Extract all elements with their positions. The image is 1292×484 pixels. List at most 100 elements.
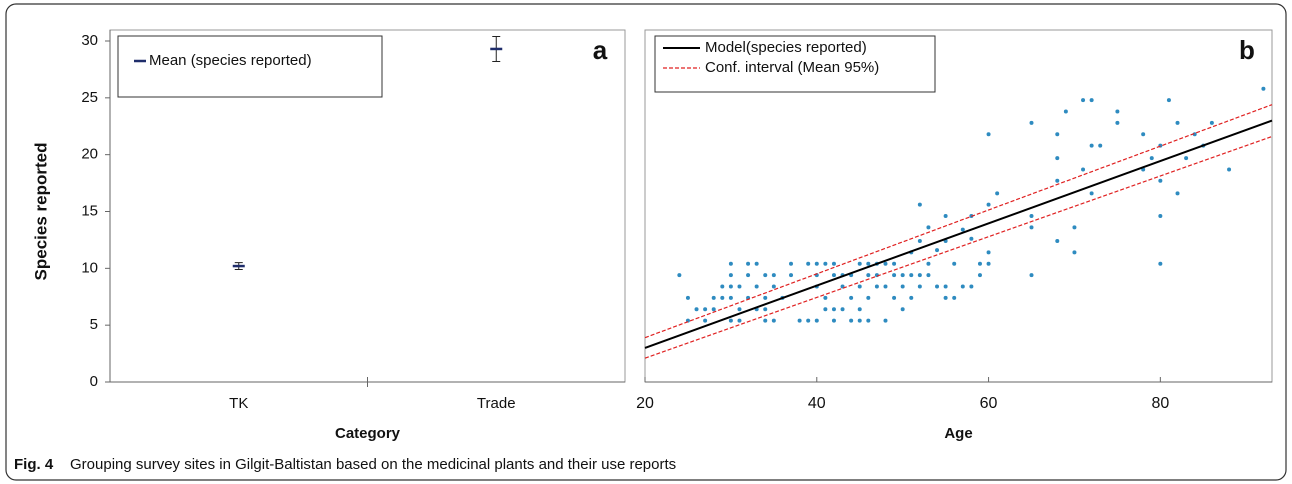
scatter-point (866, 295, 871, 300)
scatter-point (883, 318, 888, 323)
scatter-point (1055, 178, 1060, 183)
scatter-point (823, 295, 828, 300)
scatter-point (917, 239, 922, 244)
scatter-point (754, 284, 759, 289)
scatter-point (728, 284, 733, 289)
scatter-point (1089, 98, 1094, 103)
scatter-point (763, 307, 768, 312)
scatter-point (1209, 120, 1214, 125)
scatter-point (831, 261, 836, 266)
scatter-point (789, 273, 794, 278)
scatter-point (986, 132, 991, 137)
scatter-point (737, 284, 742, 289)
scatter-point (831, 307, 836, 312)
scatter-point (977, 261, 982, 266)
scatter-point (806, 261, 811, 266)
scatter-point (737, 307, 742, 312)
x-tick-label: 40 (808, 395, 826, 412)
scatter-point (703, 318, 708, 323)
scatter-point (892, 273, 897, 278)
scatter-point (926, 225, 931, 230)
scatter-point (1149, 156, 1154, 161)
scatter-point (831, 318, 836, 323)
scatter-point (728, 273, 733, 278)
x-tick-label: 20 (636, 395, 654, 412)
scatter-point (1158, 178, 1163, 183)
scatter-point (866, 318, 871, 323)
scatter-point (1227, 167, 1232, 172)
scatter-point (935, 248, 940, 253)
scatter-point (960, 227, 965, 232)
scatter-point (720, 295, 725, 300)
scatter-point (960, 284, 965, 289)
scatter-point (900, 273, 905, 278)
scatter-point (917, 284, 922, 289)
caption-label: Fig. 4 (14, 456, 54, 473)
x-axis-label: Category (335, 425, 401, 442)
scatter-point (969, 284, 974, 289)
scatter-point (926, 273, 931, 278)
scatter-point (1055, 156, 1060, 161)
scatter-point (771, 318, 776, 323)
legend-label: Model(species reported) (705, 39, 867, 56)
scatter-point (1029, 214, 1034, 219)
scatter-point (754, 261, 759, 266)
scatter-point (1175, 120, 1180, 125)
scatter-point (874, 284, 879, 289)
scatter-point (900, 284, 905, 289)
y-axis-label: Species reported (31, 143, 50, 281)
scatter-point (909, 295, 914, 300)
scatter-point (694, 307, 699, 312)
scatter-point (900, 307, 905, 312)
x-tick-label: 80 (1151, 395, 1169, 412)
legend-label: Mean (species reported) (149, 52, 312, 69)
scatter-point (857, 284, 862, 289)
scatter-point (831, 273, 836, 278)
scatter-point (917, 202, 922, 207)
scatter-point (917, 273, 922, 278)
scatter-point (1063, 109, 1068, 114)
legend-label: Conf. interval (Mean 95%) (705, 59, 879, 76)
line (644, 104, 1273, 339)
scatter-point (943, 295, 948, 300)
scatter-point (857, 261, 862, 266)
x-tick-label: 60 (980, 395, 998, 412)
y-tick-label: 5 (90, 316, 98, 333)
y-tick-label: 20 (81, 146, 98, 163)
scatter-point (1029, 273, 1034, 278)
scatter-point (986, 250, 991, 255)
scatter-point (711, 307, 716, 312)
scatter-point (849, 295, 854, 300)
scatter-point (883, 284, 888, 289)
scatter-point (720, 284, 725, 289)
scatter-point (814, 261, 819, 266)
scatter-point (1098, 143, 1103, 148)
scatter-point (926, 261, 931, 266)
scatter-point (1115, 109, 1120, 114)
scatter-point (763, 318, 768, 323)
scatter-point (1029, 120, 1034, 125)
scatter-point (866, 273, 871, 278)
scatter-point (1158, 261, 1163, 266)
scatter-point (909, 273, 914, 278)
scatter-point (883, 261, 888, 266)
scatter-point (995, 191, 1000, 196)
scatter-point (977, 273, 982, 278)
scatter-point (866, 261, 871, 266)
y-tick-label: 0 (90, 373, 98, 390)
y-tick-label: 15 (81, 202, 98, 219)
scatter-point (1089, 191, 1094, 196)
scatter-point (943, 214, 948, 219)
scatter-point (789, 261, 794, 266)
panel-label: b (1239, 35, 1255, 65)
scatter-point (892, 261, 897, 266)
scatter-point (840, 307, 845, 312)
scatter-point (771, 273, 776, 278)
x-axis-label: Age (944, 425, 972, 442)
scatter-point (849, 318, 854, 323)
scatter-point (986, 202, 991, 207)
legend-box (654, 35, 936, 93)
scatter-point (763, 273, 768, 278)
scatter-point (746, 273, 751, 278)
scatter-point (685, 295, 690, 300)
